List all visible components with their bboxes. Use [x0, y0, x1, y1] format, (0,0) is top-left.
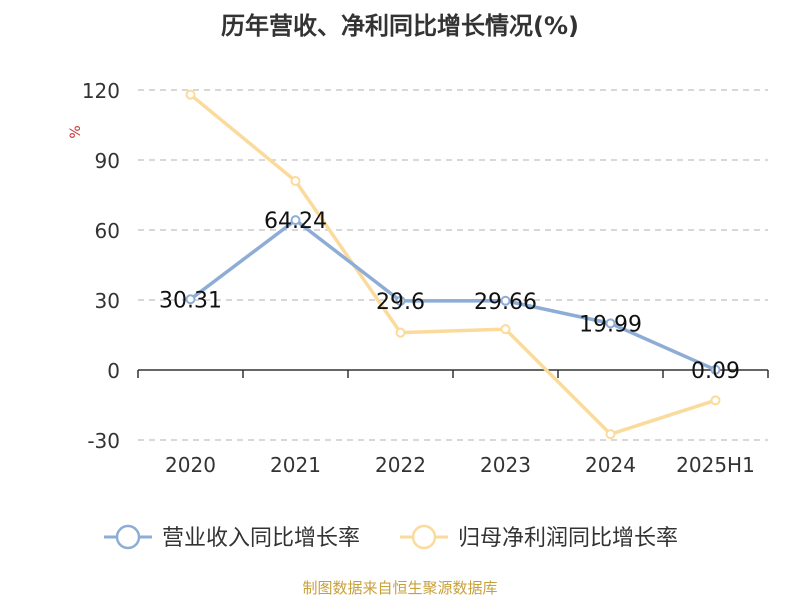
- data-label: 0.09: [691, 359, 740, 384]
- legend: 营业收入同比增长率 归母净利润同比增长率: [104, 524, 678, 551]
- legend-label: 营业收入同比增长率: [162, 526, 360, 551]
- data-label: 29.6: [376, 290, 425, 315]
- legend-marker: [411, 524, 437, 550]
- series-line-2: [189, 93, 717, 436]
- series-2-point: [185, 89, 196, 100]
- y-axis-label: %: [68, 125, 84, 138]
- x-tick-label: 2022: [375, 453, 426, 477]
- series-1-point: [290, 215, 301, 226]
- y-tick-label: 120: [82, 79, 120, 103]
- data-label-layer: 30.31 64.24 29.6 29.66 19.99 0.09: [159, 209, 740, 384]
- series-line-1: [189, 218, 717, 372]
- data-label: 64.24: [264, 209, 327, 234]
- series-1-point: [710, 364, 721, 375]
- grid-layer: [138, 89, 768, 441]
- series-2-point: [395, 327, 406, 338]
- axis-layer: -30 0 30 60 90 120 2020 2021 2022 2023 2024 2025H1: [82, 79, 769, 477]
- series-layer: [185, 89, 721, 440]
- source-note: 制图数据来自恒生聚源数据库: [302, 579, 497, 597]
- series-1-point: [185, 294, 196, 305]
- x-tick-label: 2024: [585, 453, 636, 477]
- series-1-point: [500, 295, 511, 306]
- data-label: 30.31: [159, 288, 222, 313]
- data-label: 19.99: [579, 312, 642, 337]
- x-tick-label: 2020: [165, 453, 216, 477]
- series-1-point: [605, 318, 616, 329]
- series-2-point: [605, 429, 616, 440]
- series-1-point: [395, 295, 406, 306]
- y-tick-label: 30: [95, 289, 120, 313]
- y-tick-label: 90: [95, 149, 120, 173]
- legend-label: 归母净利润同比增长率: [458, 526, 678, 551]
- data-label: 29.66: [474, 290, 537, 315]
- x-tick-label: 2021: [270, 453, 321, 477]
- chart-title: 历年营收、净利同比增长情况(%): [221, 12, 579, 40]
- y-tick-label: -30: [87, 429, 120, 453]
- x-tick-label: 2023: [480, 453, 531, 477]
- series-2-point: [290, 176, 301, 186]
- series-2-point: [500, 324, 511, 335]
- legend-item-2: 归母净利润同比增长率: [400, 524, 678, 551]
- y-tick-label: 0: [107, 359, 120, 383]
- y-tick-label: 60: [95, 219, 120, 243]
- series-2-point: [710, 395, 721, 406]
- x-tick-label: 2025H1: [676, 453, 755, 477]
- legend-item-1: 营业收入同比增长率: [104, 524, 360, 551]
- legend-marker: [115, 524, 141, 550]
